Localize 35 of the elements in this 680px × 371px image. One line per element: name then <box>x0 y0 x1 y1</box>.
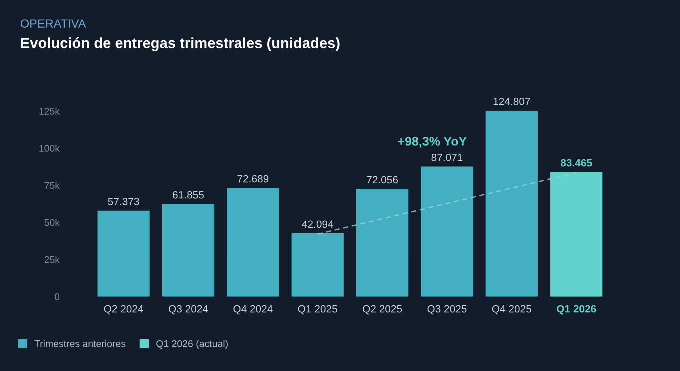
data-label: 87.071 <box>432 154 463 162</box>
annotation: +98,3% YoY <box>398 137 467 148</box>
x-tick-label: Q4 2024 <box>234 305 273 315</box>
chart-title: Evolución de entregas trimestrales (unidades) <box>21 38 340 52</box>
data-label: 57.373 <box>108 198 140 206</box>
x-tick-label: Q3 2024 <box>169 305 208 315</box>
bar <box>356 189 409 297</box>
x-tick-label: Q1 2025 <box>298 305 338 315</box>
bar <box>421 166 474 297</box>
x-tick-label: Q1 2026 <box>557 305 596 315</box>
y-tick-label: 75k <box>44 182 60 190</box>
y-tick-label: 0 <box>54 294 60 300</box>
data-label: 72.689 <box>238 175 269 183</box>
bar <box>162 204 215 297</box>
y-tick-label: 25k <box>44 256 60 264</box>
y-tick-label: 100k <box>40 144 60 152</box>
bar <box>292 234 344 297</box>
x-tick-label: Q4 2025 <box>492 305 532 315</box>
data-label: 42.094 <box>302 220 334 228</box>
y-tick-label: 125k <box>40 108 60 115</box>
legend-label: Q1 2026 (actual) <box>156 340 228 350</box>
bar <box>227 188 280 297</box>
data-label: 124.807 <box>494 98 530 106</box>
bar <box>486 111 538 297</box>
x-tick-label: Q3 2025 <box>428 305 467 315</box>
data-label: 72.056 <box>367 176 398 184</box>
legend-label: Trimestres anteriores <box>34 340 126 348</box>
data-label: 83.465 <box>560 159 592 167</box>
bar <box>98 210 150 297</box>
y-tick-label: 50k <box>44 219 60 226</box>
chart-subtitle: OPERATIVA <box>20 20 86 28</box>
data-label: 61.855 <box>173 191 204 199</box>
bar <box>550 172 603 297</box>
x-tick-label: Q2 2024 <box>104 305 144 315</box>
x-tick-label: Q2 2025 <box>363 305 402 315</box>
